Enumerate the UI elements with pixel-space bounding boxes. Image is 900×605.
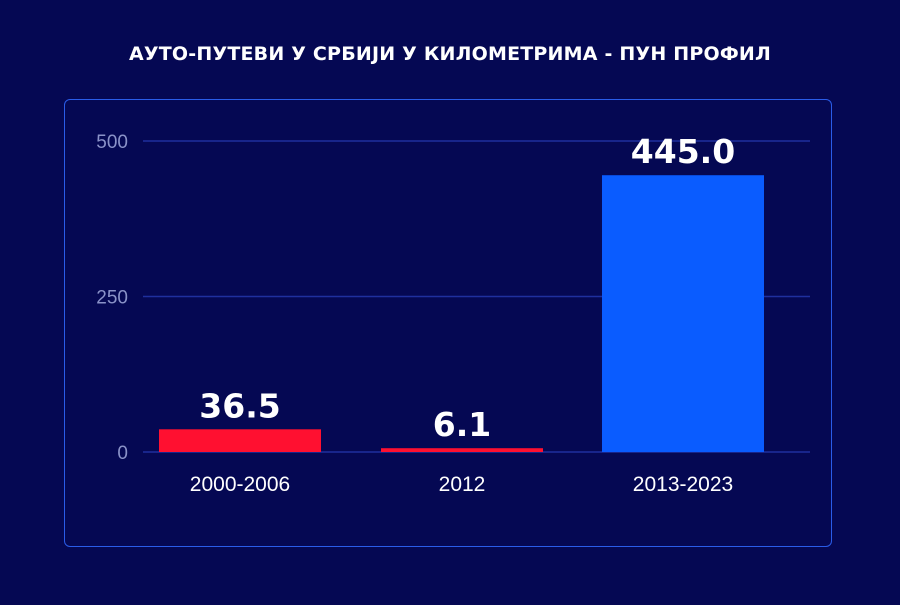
data-label: 6.1 — [433, 405, 491, 444]
y-tick-label: 500 — [96, 132, 128, 153]
y-tick-label: 0 — [117, 443, 128, 464]
x-tick-label: 2012 — [439, 473, 486, 496]
x-tick-label: 2000-2006 — [190, 473, 290, 496]
chart-panel — [64, 99, 832, 547]
bar — [381, 448, 543, 452]
x-tick-label: 2013-2023 — [633, 473, 733, 496]
bar — [602, 175, 764, 452]
data-label: 36.5 — [199, 386, 280, 425]
chart-title: АУТО-ПУТЕВИ У СРБИЈИ У КИЛОМЕТРИМА - ПУН… — [129, 43, 771, 65]
bar — [159, 429, 321, 452]
data-label: 445.0 — [631, 132, 735, 171]
y-tick-label: 250 — [96, 288, 128, 309]
